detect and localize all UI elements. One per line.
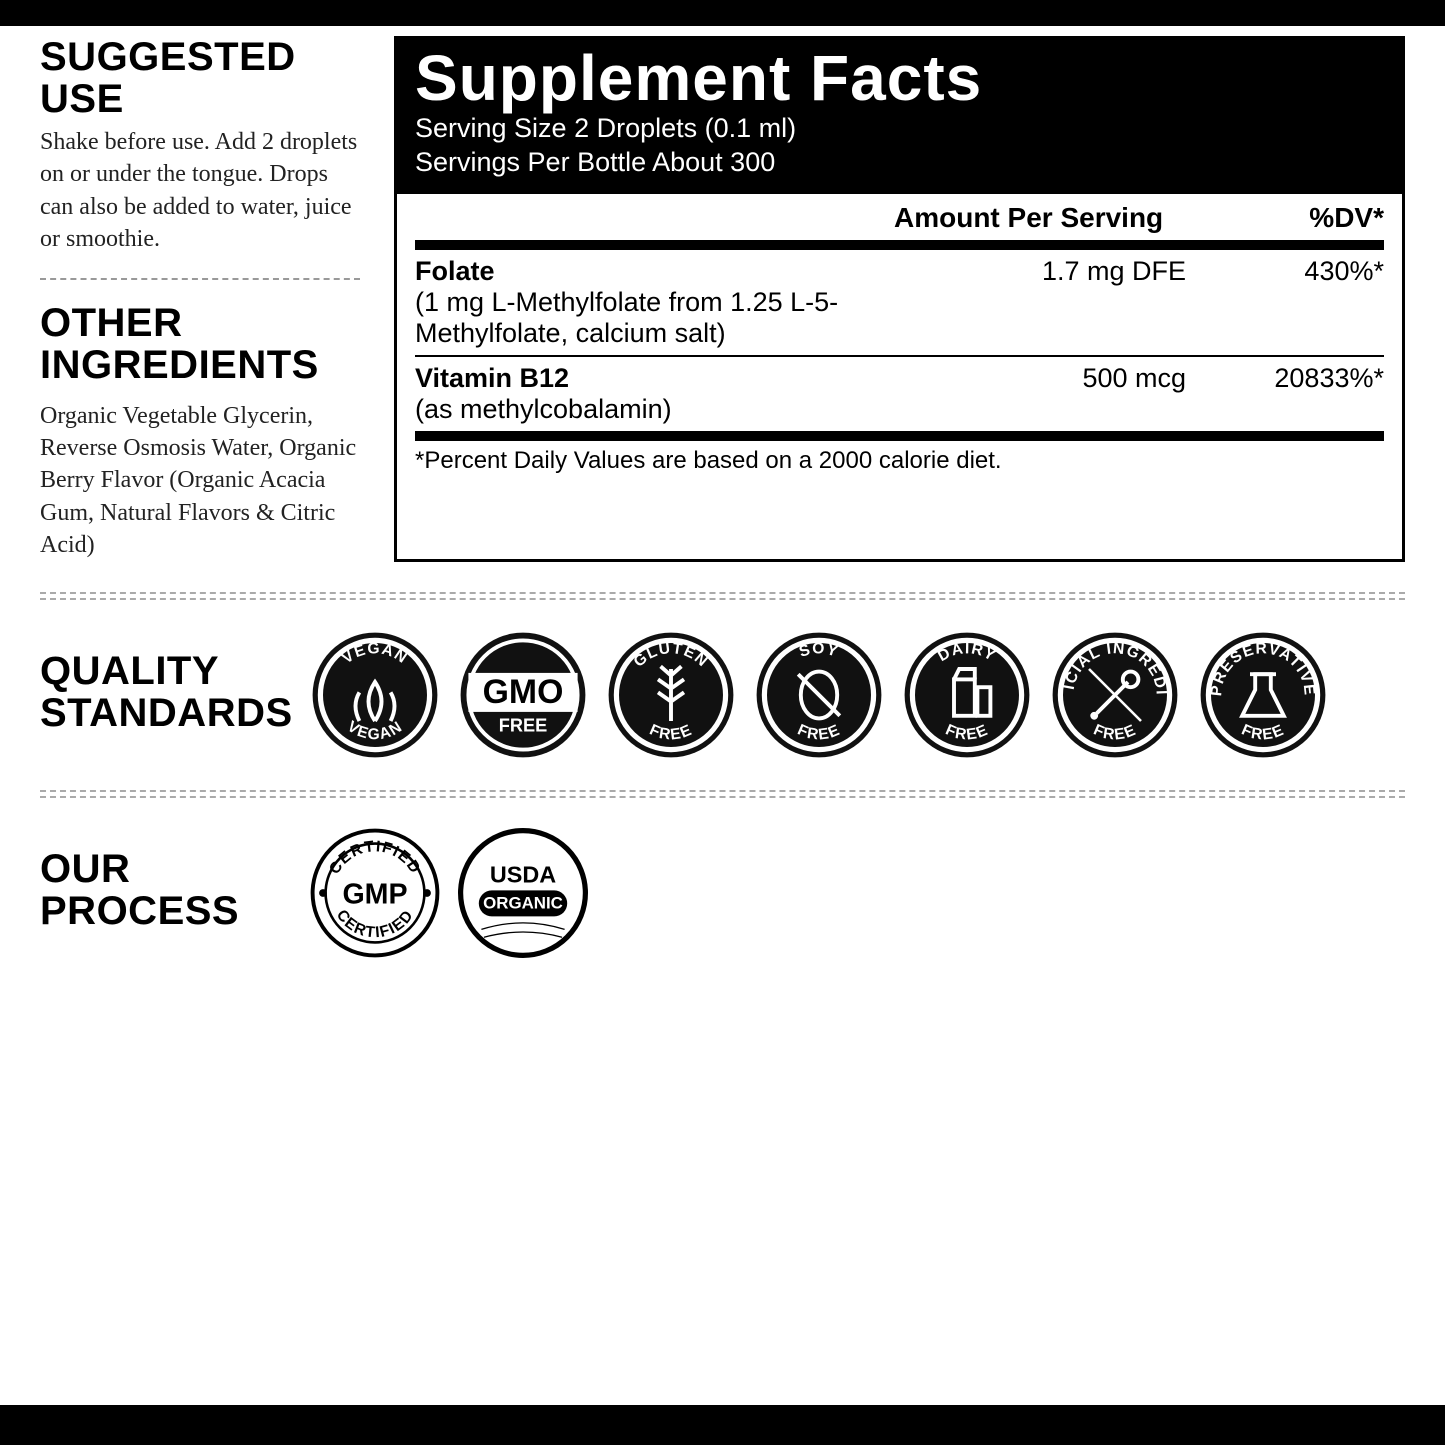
folate-dv: 430%* (1194, 256, 1384, 349)
folate-amount: 1.7 mg DFE (944, 256, 1194, 349)
svg-text:CERTIFIED: CERTIFIED (333, 906, 417, 941)
servings-per-bottle: Servings Per Bottle About 300 (415, 146, 1384, 180)
b12-dv: 20833%* (1194, 363, 1384, 425)
suggested-use-body: Shake before use. Add 2 droplets on or u… (40, 126, 360, 256)
top-black-bar (0, 0, 1445, 26)
other-ingredients-body: Organic Vegetable Glycerin, Reverse Osmo… (40, 400, 360, 562)
quality-badge: SOYFREE (754, 630, 884, 760)
folate-detail: (1 mg L-Methylfolate from 1.25 L-5-Methy… (415, 287, 838, 348)
left-column: SUGGESTED USE Shake before use. Add 2 dr… (40, 36, 360, 562)
process-badge: CERTIFIEDCERTIFIEDGMP (310, 828, 440, 958)
svg-text:GMO: GMO (483, 672, 564, 710)
suggested-use-heading: SUGGESTED USE (40, 36, 360, 120)
our-process-heading: OUR PROCESS (40, 848, 290, 932)
supplement-facts-panel: Supplement Facts Serving Size 2 Droplets… (394, 36, 1405, 562)
divider-2 (40, 790, 1405, 798)
main-content: SUGGESTED USE Shake before use. Add 2 dr… (0, 26, 1445, 958)
folate-name: Folate (415, 256, 495, 286)
thick-rule-bottom (415, 431, 1384, 441)
b12-amount: 500 mcg (944, 363, 1194, 425)
b12-detail: (as methylcobalamin) (415, 394, 672, 424)
process-badge: USDA ORGANIC (458, 828, 588, 958)
serving-size: Serving Size 2 Droplets (0.1 ml) (415, 112, 1384, 146)
nutrient-row-folate: Folate (1 mg L-Methylfolate from 1.25 L-… (415, 250, 1384, 355)
column-header-row: Amount Per Serving %DV* (415, 198, 1384, 240)
facts-header: Supplement Facts Serving Size 2 Droplets… (397, 39, 1402, 194)
divider-1 (40, 592, 1405, 600)
quality-badge-strip: VEGANVEGAN GMO FREE GLUTENFREESOYFREEDAIRYF… (310, 630, 1328, 760)
process-badge-strip: CERTIFIEDCERTIFIEDGMP USDA ORGANIC (310, 828, 588, 958)
quality-badge: GMO FREE (458, 630, 588, 760)
dv-footnote: *Percent Daily Values are based on a 200… (415, 441, 1384, 477)
upper-row: SUGGESTED USE Shake before use. Add 2 dr… (40, 36, 1405, 562)
nutrient-row-b12: Vitamin B12 (as methylcobalamin) 500 mcg… (415, 357, 1384, 431)
other-ingredients-heading: OTHER INGREDIENTS (40, 302, 360, 386)
dv-header: %DV* (1224, 202, 1384, 234)
amount-header: Amount Per Serving (894, 202, 1224, 234)
quality-standards-row: QUALITY STANDARDS VEGANVEGAN GMO FREE GLUTE… (40, 630, 1405, 760)
quality-badge: ARTIFICIAL INGREDIENTSFREE (1050, 630, 1180, 760)
facts-body: Amount Per Serving %DV* Folate (1 mg L-M… (397, 194, 1402, 485)
svg-text:FREE: FREE (499, 715, 548, 735)
facts-title: Supplement Facts (415, 45, 1384, 112)
quality-badge: DAIRYFREE (902, 630, 1032, 760)
quality-standards-heading: QUALITY STANDARDS (40, 650, 290, 734)
our-process-row: OUR PROCESS CERTIFIEDCERTIFIEDGMP USDA ORG… (40, 828, 1405, 958)
svg-text:ORGANIC: ORGANIC (483, 893, 563, 912)
svg-text:GMP: GMP (342, 878, 407, 910)
quality-badge: GLUTENFREE (606, 630, 736, 760)
svg-text:USDA: USDA (490, 861, 556, 887)
left-divider (40, 278, 360, 280)
b12-name: Vitamin B12 (415, 363, 569, 393)
quality-badge: VEGANVEGAN (310, 630, 440, 760)
quality-badge: PRESERVATIVEFREE (1198, 630, 1328, 760)
bottom-black-bar (0, 1405, 1445, 1445)
thick-rule-top (415, 240, 1384, 250)
